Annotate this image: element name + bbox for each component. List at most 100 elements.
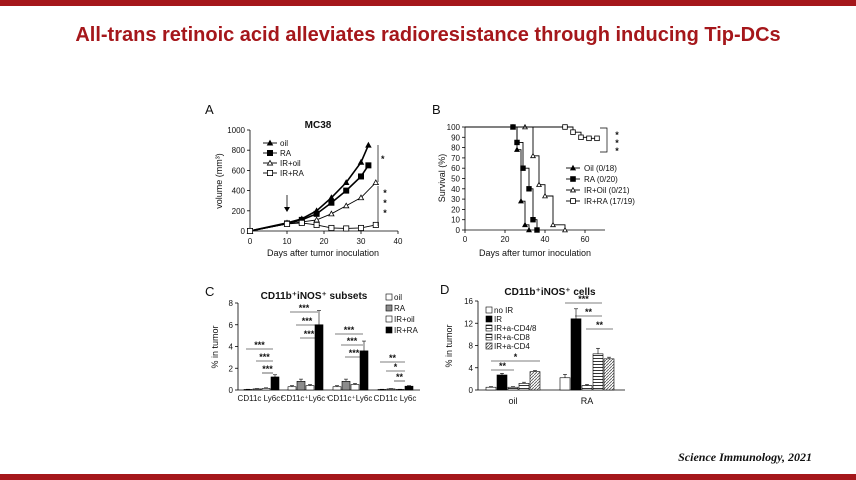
panel-c-sig: ***: [344, 325, 355, 335]
panel-b-point: [526, 226, 532, 233]
panel-b-sig-star: *: [615, 146, 619, 156]
panel-d-bar: [507, 386, 519, 391]
panel-c-sig: ***: [349, 348, 360, 358]
panel-a-legend-marker: [266, 149, 273, 156]
panel-d-legend-label: IR+a-CD4/8: [494, 324, 537, 333]
panel-c-bar: [332, 386, 342, 391]
panel-d-bar: [570, 318, 582, 391]
panel-a-point: [298, 219, 305, 226]
panel-d-y-tick-label: 8: [469, 342, 474, 351]
panel-b-y-tick-label: 60: [451, 164, 460, 173]
panel-a-point: [372, 221, 379, 228]
panel-a-y-tick-label: 800: [232, 146, 246, 155]
panel-d-legend-swatch: [485, 315, 493, 323]
panel-b-letter: B: [432, 102, 441, 117]
panel-d-letter: D: [440, 282, 449, 297]
panel-a-sig-star: *: [383, 188, 387, 198]
panel-d-group-label: oil: [508, 396, 517, 406]
panel-a-x-tick-label: 10: [283, 237, 292, 246]
panel-d-sig: **: [499, 361, 507, 371]
panel-a-point: [246, 227, 253, 234]
panel-c-legend-label: IR+RA: [394, 326, 418, 335]
panel-a-legend-label: RA: [280, 149, 292, 158]
panel-c-legend-swatch: [385, 326, 393, 334]
panel-b-legend-marker: [570, 176, 576, 182]
top-accent-bar: [0, 0, 856, 6]
panel-b-y-tick-label: 20: [451, 205, 460, 214]
panel-c-y-label: % in tumor: [210, 325, 220, 368]
panel-d-group-label: RA: [581, 396, 594, 406]
panel-d-y-label: % in tumor: [444, 324, 454, 367]
panel-b-legend-label: IR+Oil (0/21): [584, 186, 630, 195]
panel-b-point: [562, 226, 568, 233]
panel-b-point: [578, 134, 584, 140]
panel-b-sig-bracket: [600, 127, 608, 153]
panel-d-legend-swatch: [485, 333, 493, 341]
panel-a-x-label: Days after tumor inoculation: [267, 248, 379, 258]
panel-c-chart: CD11b⁺iNOS⁺ subsets 0 2 4 6 8 % in tumor CD11c …: [210, 291, 420, 403]
panel-a-point: [365, 162, 372, 169]
panel-a-legend-label: IR+oil: [280, 159, 301, 168]
panel-c-legend-swatch: [385, 293, 393, 301]
panel-b-point: [534, 227, 540, 233]
panel-c-group-label: CD11c⁺Ly6c⁺: [281, 394, 330, 403]
panel-b-series-line: [465, 126, 597, 139]
panel-c-y-tick-label: 6: [229, 321, 234, 330]
panel-b-x-tick-label: 0: [463, 235, 468, 244]
panel-c-legend-label: oil: [394, 293, 402, 302]
panel-a-point: [372, 179, 380, 186]
panel-b-y-tick-label: 70: [451, 154, 460, 163]
panel-a-point: [357, 194, 365, 201]
panel-d-bar: [581, 385, 593, 391]
panel-a-x-tick-label: 0: [248, 237, 253, 246]
panel-d-chart: CD11b⁺iNOS⁺ cells 0 4 8 12 16 % in tumor oil RA *…: [444, 287, 625, 406]
panel-a-point: [328, 224, 335, 231]
panel-a-chart: MC38 0 200 400 600 800 1000 0 10 20 30 40 Days after…: [214, 120, 403, 258]
panel-b-legend-label: RA (0/20): [584, 175, 618, 184]
panel-a-y-tick-label: 200: [232, 207, 246, 216]
panel-d-legend-swatch: [485, 306, 493, 314]
panel-a-x-tick-label: 40: [394, 237, 403, 246]
panel-c-legend-swatch: [385, 315, 393, 323]
panel-a-point: [328, 210, 335, 217]
panel-d-legend-label: IR+a-CD4: [494, 342, 530, 351]
panel-a-y-tick-label: 0: [241, 227, 246, 236]
panel-b-sig-star: *: [615, 138, 619, 148]
panel-c-group-label: CD11c Ly6c: [374, 394, 417, 403]
panel-a-sig-star: *: [383, 208, 387, 218]
panel-b-y-tick-label: 50: [451, 175, 460, 184]
panel-c-sig: ***: [302, 316, 313, 326]
panel-a-point: [342, 202, 350, 209]
panel-a-legend-marker: [266, 159, 274, 166]
panel-c-bar: [252, 388, 262, 391]
panel-a-point: [357, 158, 365, 165]
panel-d-bar: [496, 374, 508, 391]
panel-a-title: MC38: [305, 120, 332, 131]
panel-d-bar: [529, 371, 541, 391]
panel-c-letter: C: [205, 284, 214, 299]
panel-b-x-tick-label: 20: [501, 235, 510, 244]
panel-c-sig: ***: [262, 364, 273, 374]
panel-a-x-tick-label: 20: [320, 237, 329, 246]
panel-d-y-tick-label: 16: [464, 297, 473, 306]
panel-b-point: [518, 198, 524, 204]
panel-c-sig: ***: [304, 329, 315, 339]
panel-c-y-tick-label: 2: [229, 364, 234, 373]
panel-d-sig: **: [596, 320, 604, 330]
panel-a-letter: A: [205, 102, 214, 117]
panel-d-bar: [559, 377, 571, 391]
panel-a-point: [343, 225, 350, 232]
panel-a-legend-label: IR+RA: [280, 169, 304, 178]
panel-c-legend-label: RA: [394, 304, 406, 313]
panel-c-y-tick-label: 0: [229, 386, 234, 395]
panel-b-sig-star: *: [615, 130, 619, 140]
panel-b-point: [526, 186, 532, 192]
panel-b-point: [530, 216, 536, 223]
panel-b-x-tick-label: 60: [581, 235, 590, 244]
panel-b-x-tick-label: 40: [541, 235, 550, 244]
panel-d-bar: [603, 358, 615, 391]
panel-c-bar: [270, 376, 280, 391]
panel-c-y-tick-label: 4: [229, 343, 234, 352]
panel-c-sig: **: [389, 353, 397, 363]
panel-c-sig: ***: [347, 336, 358, 346]
